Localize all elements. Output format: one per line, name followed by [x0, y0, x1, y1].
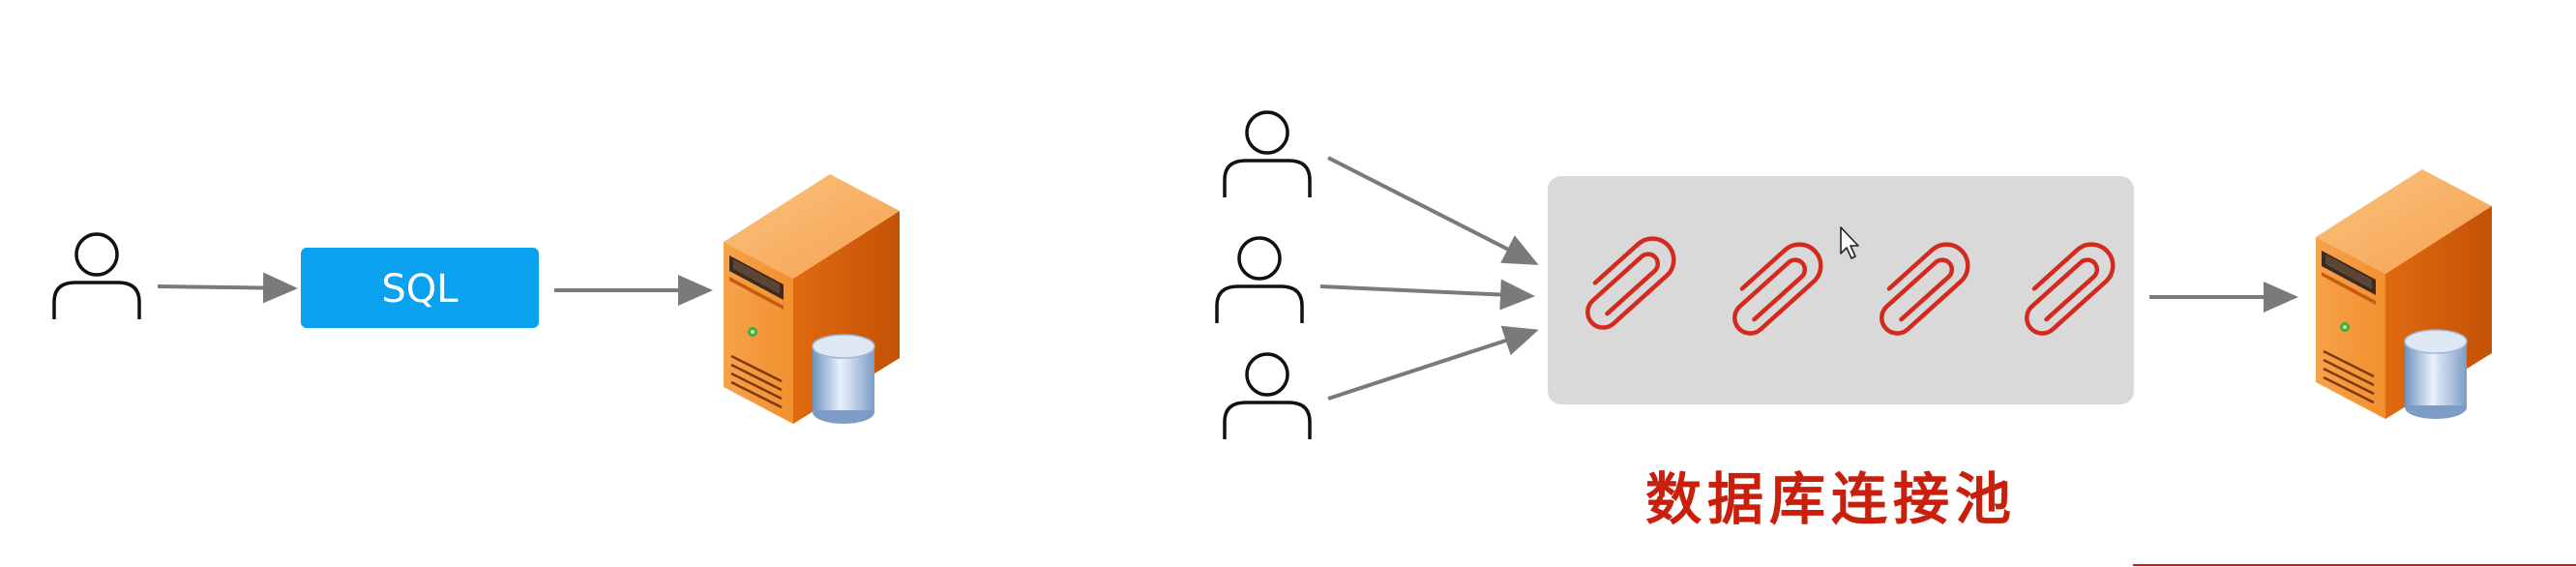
connection-pool-box — [1548, 176, 2134, 404]
sql-box — [301, 248, 539, 328]
sql-label: SQL — [381, 267, 459, 312]
connection-pool-label: 数据库连接池 — [1645, 466, 2017, 532]
mouse-cursor-icon — [1840, 226, 1859, 259]
database-server-icon — [2314, 167, 2494, 421]
user-icon — [1223, 352, 1312, 441]
database-server-icon — [722, 172, 902, 426]
user-icon — [1223, 110, 1312, 199]
arrow-user2-to-pool — [1319, 279, 1535, 311]
arrow-user3-to-pool — [1327, 325, 1539, 401]
left-diagram: SQL — [52, 172, 902, 426]
arrow-user-to-sql — [157, 272, 298, 304]
right-diagram: 数据库连接池 — [1215, 110, 2576, 566]
user-icon — [1215, 236, 1304, 325]
user-icon — [52, 232, 141, 321]
arrow-user1-to-pool — [1327, 156, 1539, 265]
